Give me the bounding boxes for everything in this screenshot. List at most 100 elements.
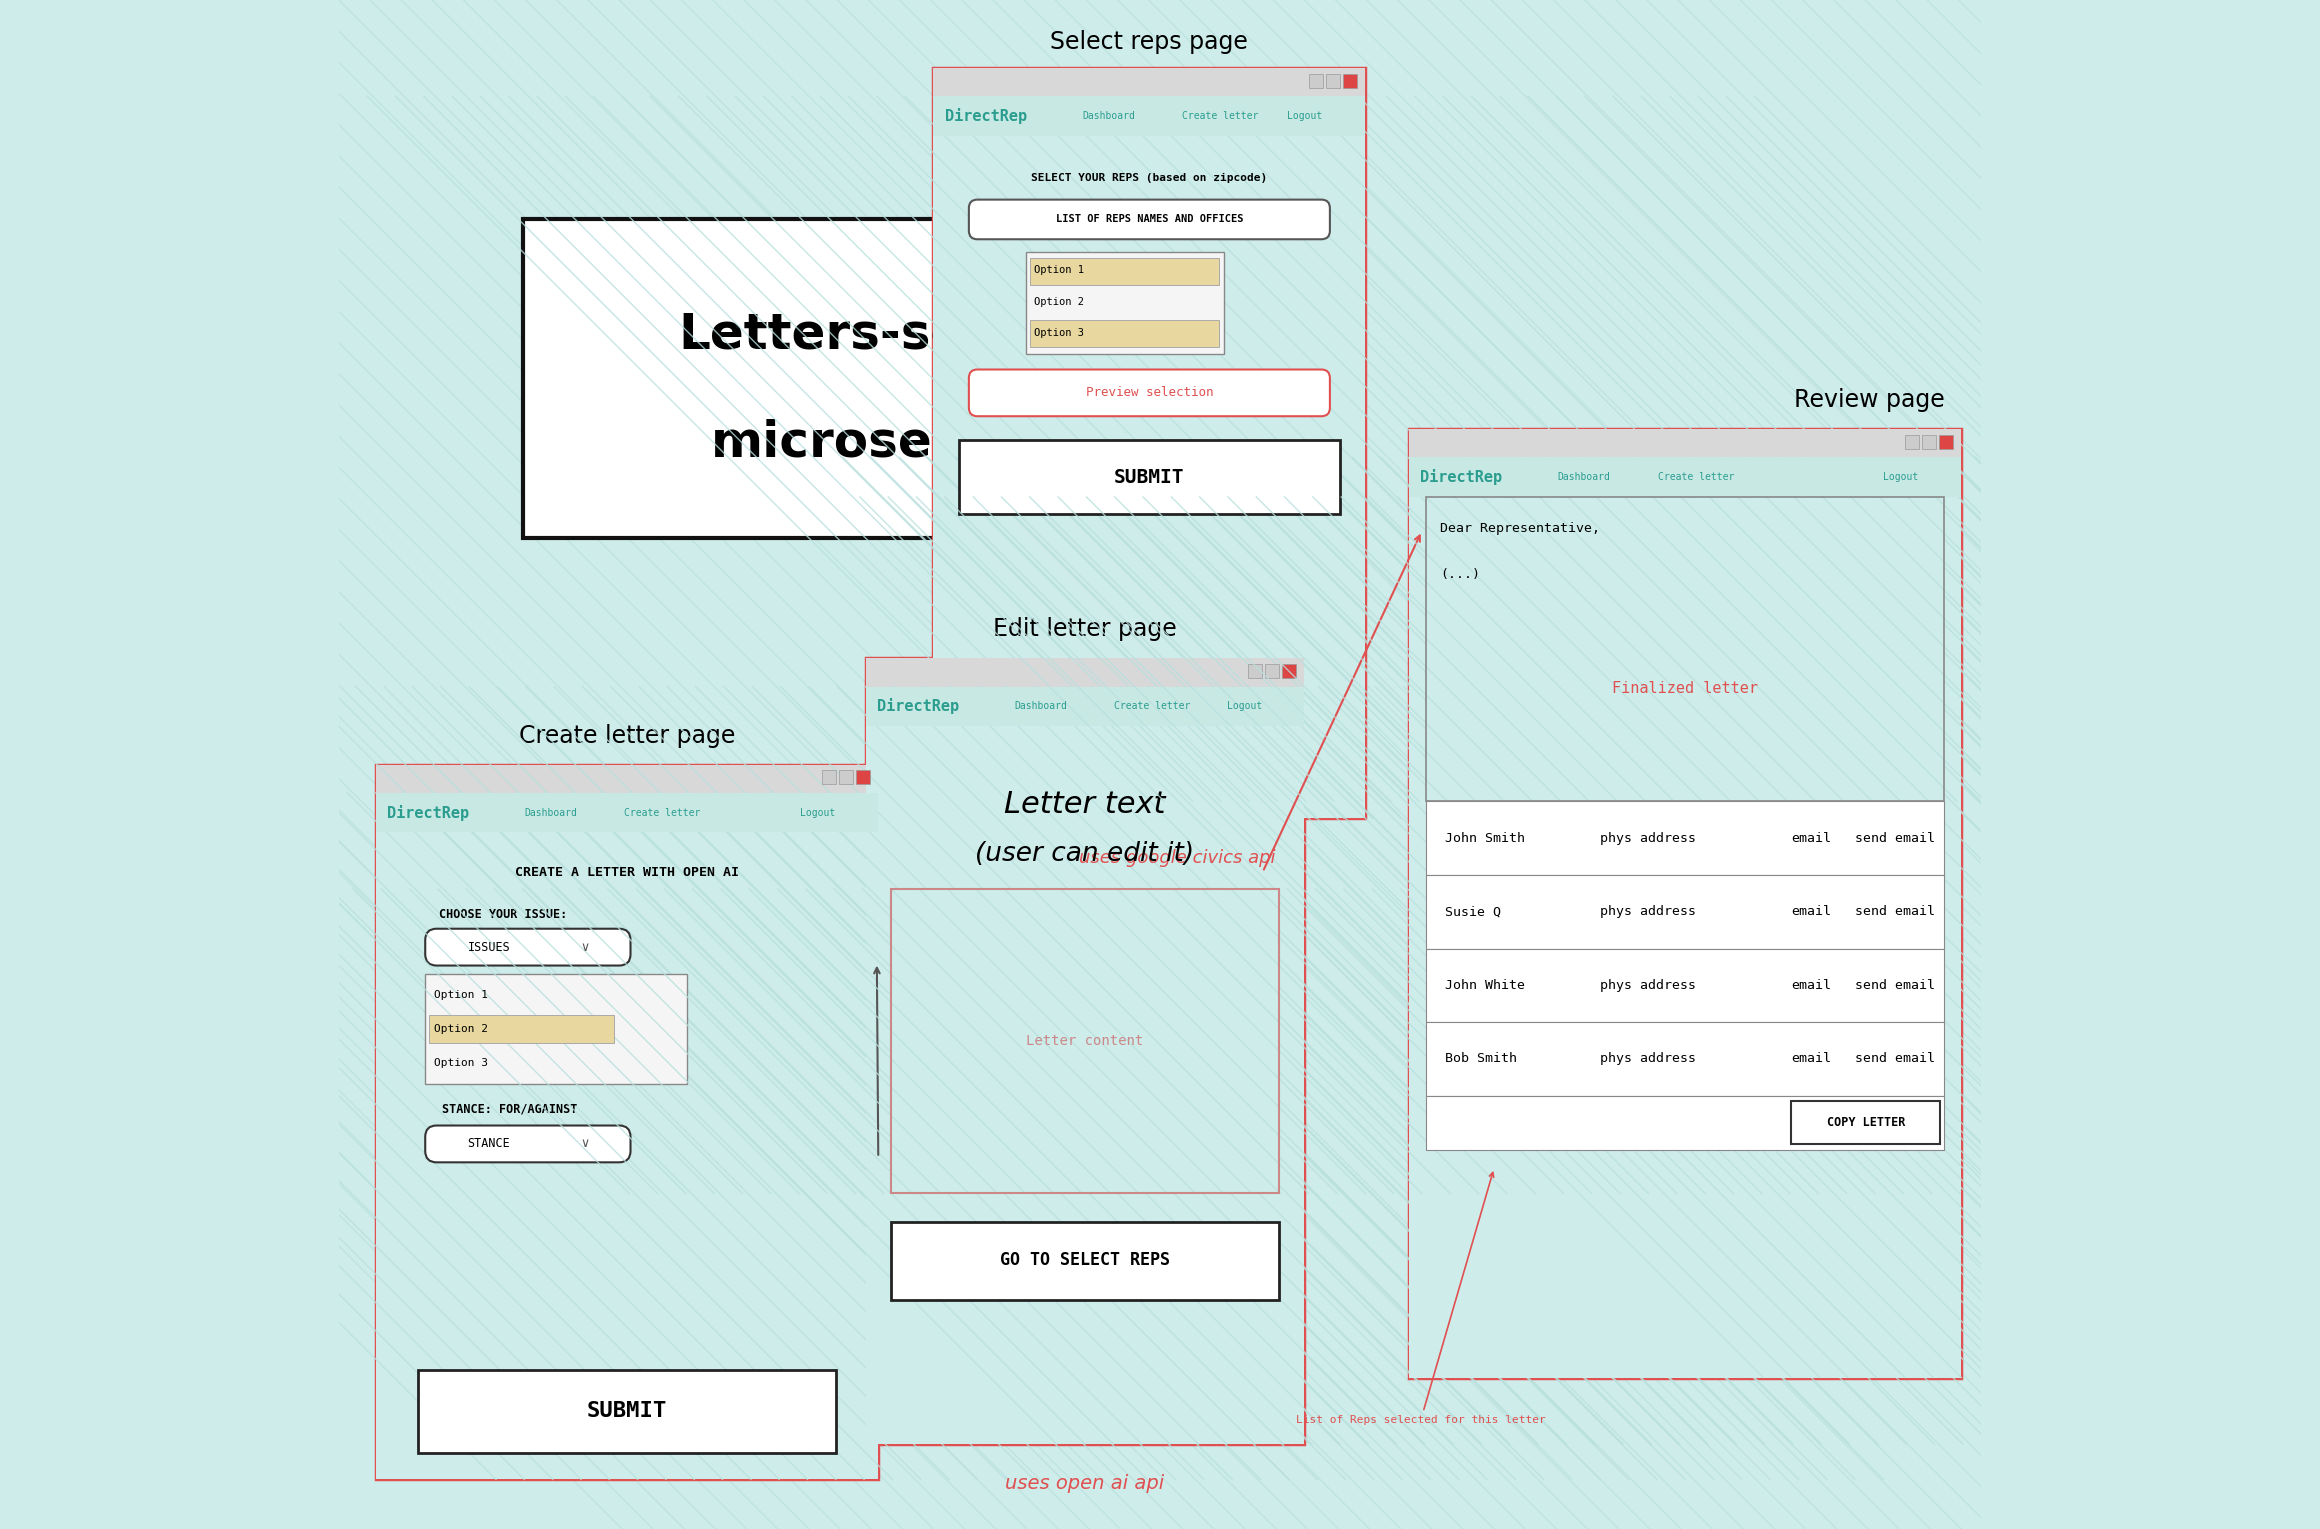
- Text: email: email: [1791, 979, 1830, 992]
- Bar: [1308, 73, 1322, 87]
- Bar: [376, 794, 879, 832]
- Text: Option 3: Option 3: [434, 1058, 487, 1069]
- Text: Create letter page: Create letter page: [520, 723, 735, 748]
- Text: (...): (...): [1441, 569, 1480, 581]
- Bar: [1905, 434, 1919, 450]
- Text: Logout: Logout: [1227, 702, 1262, 711]
- Bar: [376, 764, 879, 1480]
- Bar: [891, 888, 1278, 1194]
- Bar: [958, 440, 1339, 514]
- Text: phys address: phys address: [1601, 1052, 1696, 1066]
- Text: Option 1: Option 1: [434, 991, 487, 1000]
- Text: Create letter: Create letter: [1181, 112, 1257, 121]
- Bar: [865, 659, 1304, 1443]
- Text: Preview selection: Preview selection: [1086, 385, 1213, 399]
- Text: email: email: [1791, 905, 1830, 919]
- Text: uses open ai api: uses open ai api: [1005, 1474, 1165, 1494]
- Text: John White: John White: [1445, 979, 1524, 992]
- FancyBboxPatch shape: [970, 200, 1329, 239]
- Text: List of Reps selected for this letter: List of Reps selected for this letter: [1297, 1173, 1545, 1425]
- Text: Letters-service: Letters-service: [680, 310, 1104, 358]
- Text: send email: send email: [1856, 832, 1935, 844]
- Text: send email: send email: [1856, 1052, 1935, 1066]
- Text: John Smith: John Smith: [1445, 832, 1524, 844]
- Text: Create letter: Create letter: [1114, 702, 1190, 711]
- Text: ISSUES: ISSUES: [469, 940, 510, 954]
- Text: DirectRep: DirectRep: [944, 109, 1028, 124]
- Bar: [418, 1370, 835, 1453]
- Text: Option 2: Option 2: [1035, 297, 1083, 306]
- Bar: [1427, 497, 1944, 801]
- Text: Option 2: Option 2: [434, 1024, 487, 1034]
- Text: Review page: Review page: [1793, 388, 1944, 411]
- Bar: [1408, 457, 1960, 1378]
- Text: Dashboard: Dashboard: [1081, 112, 1134, 121]
- Text: ∨: ∨: [580, 940, 589, 954]
- Bar: [865, 659, 1304, 687]
- Bar: [1025, 252, 1223, 353]
- Bar: [1791, 1101, 1940, 1144]
- Bar: [838, 771, 854, 784]
- Text: DirectRep: DirectRep: [877, 699, 958, 714]
- FancyBboxPatch shape: [970, 370, 1329, 416]
- Text: GO TO SELECT REPS: GO TO SELECT REPS: [1000, 1251, 1169, 1269]
- Text: Dashboard: Dashboard: [524, 807, 578, 818]
- Text: STANCE: FOR/AGAINST: STANCE: FOR/AGAINST: [443, 1102, 578, 1115]
- Bar: [376, 794, 879, 1480]
- Bar: [1343, 73, 1357, 87]
- Text: Bob Smith: Bob Smith: [1445, 1052, 1517, 1066]
- Text: Logout: Logout: [1884, 472, 1919, 482]
- Text: Create letter: Create letter: [624, 807, 701, 818]
- Text: email: email: [1791, 832, 1830, 844]
- Text: LIST OF REPS NAMES AND OFFICES: LIST OF REPS NAMES AND OFFICES: [1056, 214, 1244, 225]
- Bar: [933, 96, 1364, 818]
- Text: CHOOSE YOUR ISSUE:: CHOOSE YOUR ISSUE:: [438, 908, 566, 920]
- Text: Edit letter page: Edit letter page: [993, 618, 1176, 641]
- Text: send email: send email: [1856, 979, 1935, 992]
- Text: Dashboard: Dashboard: [1557, 472, 1610, 482]
- Bar: [1030, 258, 1220, 284]
- Bar: [1427, 497, 1944, 801]
- Bar: [1030, 320, 1220, 347]
- Text: Letter content: Letter content: [1025, 1034, 1144, 1049]
- Text: COPY LETTER: COPY LETTER: [1828, 1116, 1905, 1130]
- Text: Dear Representative,: Dear Representative,: [1441, 521, 1601, 535]
- Text: Logout: Logout: [1288, 112, 1322, 121]
- Bar: [1408, 430, 1960, 457]
- Bar: [1940, 434, 1953, 450]
- Text: email: email: [1791, 1052, 1830, 1066]
- Text: uses google civics api: uses google civics api: [1079, 849, 1276, 867]
- FancyBboxPatch shape: [425, 1125, 631, 1162]
- Bar: [933, 67, 1364, 96]
- Bar: [1281, 664, 1297, 679]
- Bar: [522, 220, 1260, 538]
- Text: phys address: phys address: [1601, 979, 1696, 992]
- Text: (user can edit it): (user can edit it): [974, 841, 1195, 867]
- Text: SELECT YOUR REPS (based on zipcode): SELECT YOUR REPS (based on zipcode): [1032, 173, 1267, 183]
- Text: Finalized letter: Finalized letter: [1612, 680, 1759, 696]
- Bar: [865, 687, 1304, 726]
- Bar: [429, 1015, 612, 1043]
- Text: phys address: phys address: [1601, 905, 1696, 919]
- Bar: [1408, 430, 1960, 1378]
- Text: SUBMIT: SUBMIT: [587, 1402, 668, 1422]
- FancyBboxPatch shape: [425, 928, 631, 965]
- Bar: [1427, 1096, 1944, 1150]
- Bar: [865, 687, 1304, 1443]
- Text: Option 1: Option 1: [1035, 266, 1083, 275]
- Bar: [821, 771, 835, 784]
- Bar: [933, 67, 1364, 818]
- Text: Option 3: Option 3: [1035, 327, 1083, 338]
- Text: SUBMIT: SUBMIT: [1114, 468, 1186, 486]
- Text: Susie Q: Susie Q: [1445, 905, 1501, 919]
- Bar: [1325, 73, 1339, 87]
- Text: Select reps page: Select reps page: [1051, 29, 1248, 54]
- Bar: [856, 771, 870, 784]
- Bar: [425, 974, 687, 1084]
- Text: Letter text: Letter text: [1005, 789, 1165, 818]
- Bar: [1427, 875, 1944, 948]
- Text: send email: send email: [1856, 905, 1935, 919]
- Text: Dashboard: Dashboard: [1014, 702, 1067, 711]
- Bar: [1427, 801, 1944, 875]
- Text: Create letter: Create letter: [1656, 472, 1733, 482]
